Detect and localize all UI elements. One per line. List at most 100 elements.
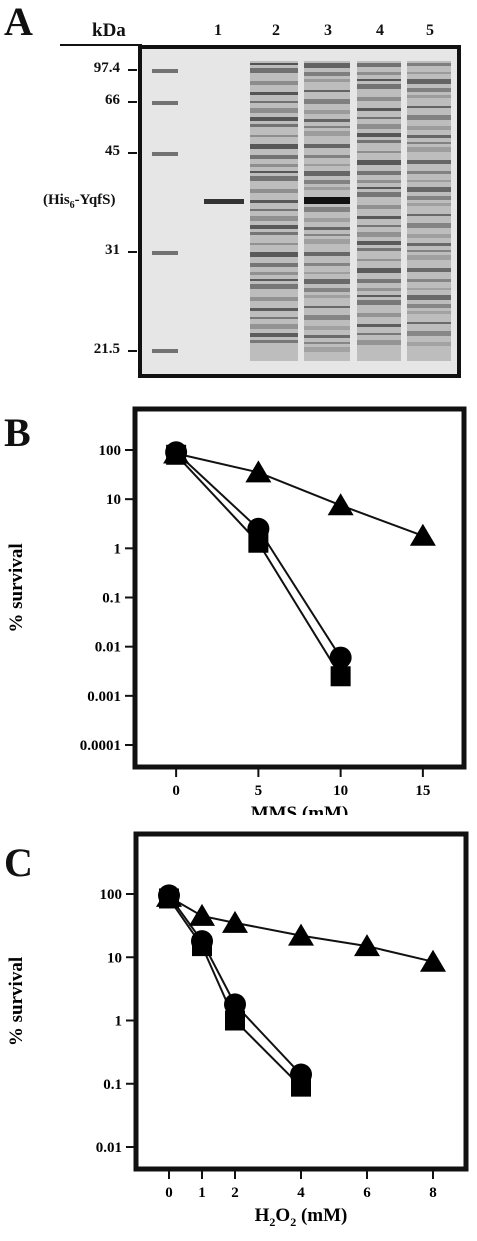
marker-tick-21 — [128, 350, 137, 352]
lane-band — [304, 110, 350, 114]
lane-band — [357, 216, 401, 219]
lane-band — [357, 63, 401, 67]
lane-band — [304, 272, 350, 274]
x-tick-label: 0 — [165, 1185, 173, 1201]
marker-label-31: 31 — [105, 242, 120, 258]
square-series-line — [175, 454, 342, 677]
x-tick-label: 10 — [333, 783, 348, 799]
his-label-sub: 6 — [69, 200, 75, 211]
lane-band — [407, 311, 451, 314]
y-tick-label: 100 — [99, 443, 122, 459]
lane-band — [357, 133, 401, 137]
square-point — [225, 1010, 245, 1031]
square-point — [248, 532, 269, 553]
lane-band — [304, 335, 350, 338]
lane-band — [304, 164, 350, 166]
lane-band — [250, 209, 298, 211]
lane-band — [407, 187, 451, 192]
lane-band — [250, 232, 298, 235]
marker-label-21: 21.5 — [93, 341, 120, 357]
lane-band — [304, 252, 350, 256]
triangle-point — [409, 523, 436, 546]
triangle-point — [222, 910, 248, 933]
lane-band — [250, 176, 298, 181]
lane-band — [304, 295, 350, 298]
marker-band-2 — [152, 152, 178, 156]
lane-band — [357, 124, 401, 129]
lane-band — [250, 340, 298, 343]
lane-label-3: 3 — [324, 22, 332, 39]
lane-band — [357, 225, 401, 227]
lane-band — [357, 340, 401, 345]
triangle-point — [245, 460, 272, 483]
y-tick-label: 0.1 — [102, 591, 121, 607]
lane-band — [304, 187, 350, 190]
lane-band — [304, 90, 350, 92]
lane-band — [250, 155, 298, 159]
panel-c-letter: C — [4, 840, 33, 885]
lane-band — [407, 279, 451, 282]
gel-background — [142, 49, 457, 374]
lane-band — [357, 108, 401, 111]
lane-band — [407, 72, 451, 74]
y-axis-label: % survival — [6, 957, 27, 1046]
lane-band — [357, 295, 401, 297]
lane-band — [304, 72, 350, 76]
lane-band — [357, 151, 401, 153]
marker-tick-97 — [128, 69, 137, 71]
marker-band-4 — [152, 349, 178, 353]
lane-band — [407, 288, 451, 290]
lane-band — [250, 189, 298, 193]
lane-band — [250, 252, 298, 257]
lane-band — [407, 79, 451, 84]
lane-band — [250, 117, 298, 121]
lane-band — [357, 171, 401, 175]
x-tick-label: 15 — [415, 783, 430, 799]
panel-a-letter: A — [4, 0, 33, 44]
triangle-point — [189, 903, 215, 926]
lane-band — [407, 234, 451, 238]
x-axis-label-part: O — [275, 1205, 290, 1226]
lane-band — [407, 268, 451, 272]
lane-band — [357, 97, 401, 101]
lane-band — [304, 119, 350, 122]
mms-survival-chart: 100 10 1 0.1 0.01 0.001 0.0001 0 5 10 15 % survival… — [6, 406, 467, 815]
lane-band — [407, 295, 451, 300]
lane-band — [357, 288, 401, 291]
lane-band — [357, 324, 401, 327]
square-point — [330, 666, 351, 687]
lane-band — [304, 79, 350, 82]
lane-band — [407, 115, 451, 120]
lane-band — [357, 192, 401, 197]
lane-band — [250, 243, 298, 245]
lane-band — [250, 308, 298, 311]
lane-band — [407, 196, 451, 200]
lane-band — [250, 135, 298, 137]
lane-band — [250, 68, 298, 73]
lane-band — [357, 117, 401, 119]
lane-band — [357, 268, 401, 273]
lane-band — [250, 63, 298, 65]
lane-band — [407, 255, 451, 260]
triangle-point — [327, 493, 354, 516]
y-axis-label: % survival — [6, 543, 27, 632]
lane-band — [304, 306, 350, 308]
plot-frame — [132, 406, 467, 770]
lane-band — [304, 180, 350, 184]
lane-band — [250, 144, 298, 149]
lane-band — [407, 243, 451, 246]
lane-band — [357, 187, 401, 189]
marker-band-3 — [152, 251, 178, 255]
lane-band — [250, 92, 298, 95]
lane-band — [250, 333, 298, 337]
marker-band-0 — [152, 69, 178, 73]
lane3-overexpressed-band — [304, 197, 350, 204]
lane-band — [304, 227, 350, 230]
lane-band — [407, 203, 451, 206]
y-tick-label: 10 — [107, 950, 122, 966]
lane-band — [357, 232, 401, 237]
x-tick-label: 1 — [198, 1185, 206, 1201]
marker-tick-45 — [128, 152, 137, 154]
lane-label-4: 4 — [376, 22, 384, 39]
x-axis-label: H2O2 (mM) — [255, 1205, 348, 1229]
